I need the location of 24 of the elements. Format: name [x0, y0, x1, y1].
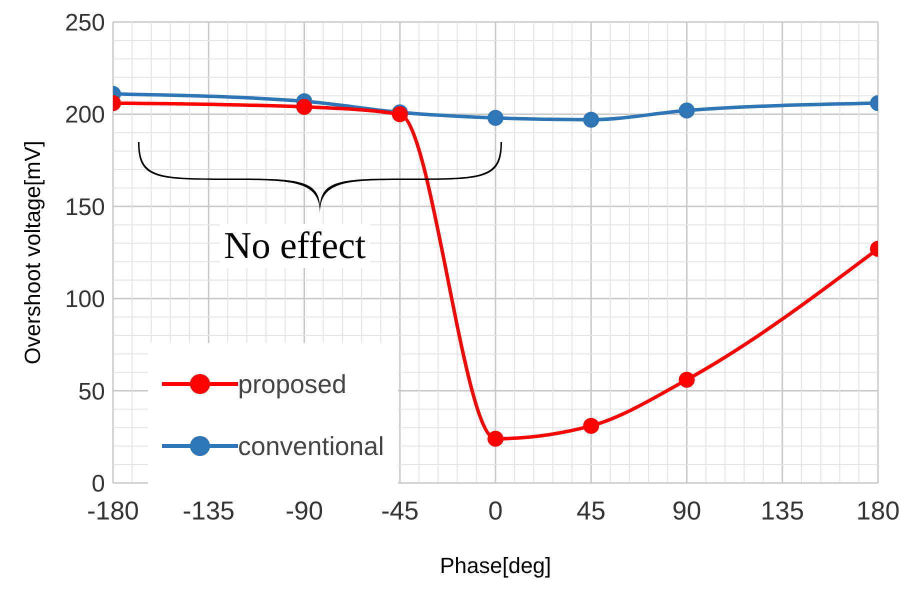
x-tick-label: -180 — [86, 495, 140, 526]
x-tick-label: -135 — [182, 495, 235, 526]
point — [488, 110, 504, 126]
y-tick-label: 150 — [64, 194, 105, 221]
annotation: No effect — [220, 224, 370, 268]
legend-label: proposed — [238, 368, 346, 400]
y-tick-label: 50 — [78, 378, 105, 406]
y-tick-label: 0 — [92, 470, 105, 498]
x-tick-label: 0 — [488, 495, 503, 526]
x-tick-label: -90 — [285, 495, 324, 526]
point — [488, 430, 504, 447]
x-tick-label: 90 — [672, 495, 702, 526]
point — [583, 418, 600, 434]
x-tick-label: -45 — [381, 495, 419, 526]
legend-label: conventional — [238, 430, 384, 462]
y-tick-label: 100 — [64, 286, 105, 314]
y-tick-label: 200 — [64, 102, 105, 129]
y-axis-title: Overshoot voltage[mV] — [20, 140, 45, 364]
x-tick-label: 135 — [760, 495, 804, 526]
point — [583, 112, 600, 128]
y-tick-label: 250 — [64, 10, 105, 37]
x-axis-title: Phase[deg] — [440, 553, 552, 578]
x-tick-label: 180 — [856, 495, 900, 526]
x-tick-label: 45 — [576, 495, 606, 526]
